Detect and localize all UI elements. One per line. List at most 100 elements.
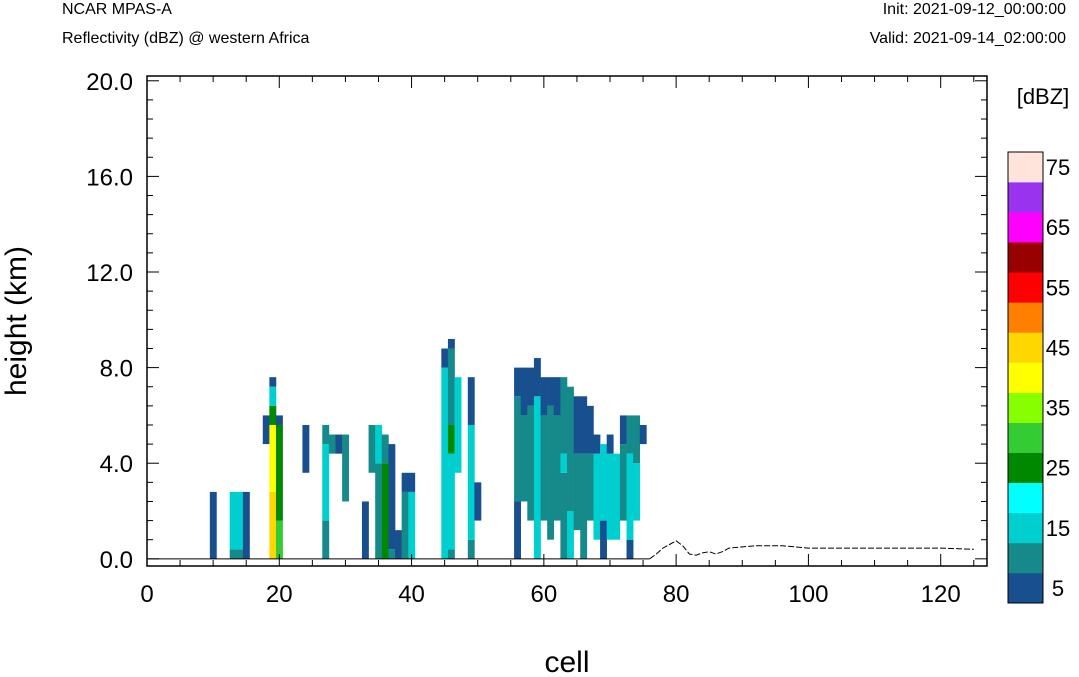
reflectivity-cell xyxy=(236,491,244,550)
reflectivity-cell xyxy=(520,415,528,502)
colorbar-swatch xyxy=(1008,302,1043,333)
reflectivity-cell xyxy=(580,396,588,454)
reflectivity-cell xyxy=(401,472,409,492)
reflectivity-cell xyxy=(209,491,217,559)
x-tick-label: 80 xyxy=(663,581,690,608)
reflectivity-cell xyxy=(381,463,389,559)
reflectivity-cell xyxy=(573,396,581,454)
colorbar-swatch xyxy=(1008,272,1043,303)
reflectivity-cell xyxy=(613,453,621,540)
reflectivity-cell xyxy=(514,396,521,502)
reflectivity-cells xyxy=(209,338,647,559)
reflectivity-cell xyxy=(269,453,277,492)
colorbar-swatch xyxy=(1008,452,1043,484)
reflectivity-cell xyxy=(560,453,568,473)
reflectivity-cell xyxy=(275,520,283,559)
x-tick-label: 20 xyxy=(266,581,293,608)
reflectivity-cell xyxy=(606,434,614,454)
reflectivity-cell xyxy=(322,424,330,445)
x-tick-label: 0 xyxy=(140,581,153,608)
reflectivity-cell xyxy=(600,520,607,559)
reflectivity-cell xyxy=(514,367,521,397)
reflectivity-cell xyxy=(408,472,416,492)
reflectivity-cell xyxy=(269,377,277,387)
reflectivity-cell xyxy=(269,405,277,425)
reflectivity-cell xyxy=(381,434,389,464)
reflectivity-cell xyxy=(447,424,455,454)
y-tick-label: 4.0 xyxy=(100,451,133,478)
reflectivity-cell xyxy=(593,453,601,540)
reflectivity-cell xyxy=(633,463,641,521)
reflectivity-cell xyxy=(454,377,462,473)
reflectivity-cell xyxy=(395,530,402,559)
reflectivity-cell xyxy=(269,424,277,454)
colorbar-label: 15 xyxy=(1046,516,1070,541)
reflectivity-cell xyxy=(580,453,588,559)
reflectivity-cell xyxy=(388,549,396,559)
reflectivity-cell xyxy=(269,386,277,406)
reflectivity-cell xyxy=(408,491,416,559)
colorbar-swatch xyxy=(1008,512,1043,544)
y-axis-title: height (km) xyxy=(0,246,33,396)
y-tick-label: 0.0 xyxy=(100,547,133,574)
y-tick-label: 16.0 xyxy=(86,164,133,191)
colorbar-label: 75 xyxy=(1046,155,1070,180)
field-title: Reflectivity (dBZ) @ western Africa xyxy=(62,30,310,47)
reflectivity-cell xyxy=(361,501,369,559)
reflectivity-cell xyxy=(600,444,607,521)
reflectivity-cell xyxy=(322,444,330,521)
colorbar-swatch xyxy=(1008,182,1043,213)
init-time: Init: 2021-09-12_00:00:00 xyxy=(882,1,1066,18)
reflectivity-cell xyxy=(447,338,455,349)
reflectivity-cell xyxy=(388,444,396,550)
reflectivity-cell xyxy=(447,453,455,550)
reflectivity-cell xyxy=(262,415,270,445)
reflectivity-cell xyxy=(527,367,535,406)
colorbar-swatch xyxy=(1008,482,1043,514)
reflectivity-cell xyxy=(275,415,283,425)
colorbar-frame xyxy=(1007,151,1044,604)
reflectivity-cell xyxy=(275,424,283,521)
reflectivity-cell xyxy=(447,549,455,559)
colorbar-label: 25 xyxy=(1046,456,1070,481)
colorbar-swatch xyxy=(1008,362,1043,393)
reflectivity-cell xyxy=(474,482,482,521)
reflectivity-cell xyxy=(467,539,475,559)
reflectivity-cell xyxy=(619,444,627,521)
reflectivity-cell xyxy=(593,434,601,454)
plot-frame xyxy=(146,75,988,567)
colorbar-swatch xyxy=(1008,392,1043,423)
terrain-profile xyxy=(147,540,974,560)
reflectivity-cell xyxy=(514,501,521,559)
colorbar-swatch xyxy=(1008,572,1043,604)
colorbar-label: 65 xyxy=(1046,215,1070,240)
colorbar-swatch xyxy=(1008,422,1043,453)
colorbar-label: 5 xyxy=(1052,576,1064,601)
reflectivity-cell xyxy=(626,539,634,559)
reflectivity-cell xyxy=(322,520,330,559)
colorbar-label: 55 xyxy=(1046,275,1070,300)
reflectivity-cell xyxy=(242,491,250,559)
reflectivity-cell xyxy=(560,377,568,454)
reflectivity-cell xyxy=(560,472,568,559)
y-tick-label: 20.0 xyxy=(86,69,133,96)
reflectivity-cell xyxy=(633,415,641,464)
x-tick-label: 120 xyxy=(921,581,961,608)
colorbar-swatch xyxy=(1008,242,1043,273)
valid-time: Valid: 2021-09-14_02:00:00 xyxy=(869,30,1066,47)
reflectivity-cell xyxy=(567,511,574,559)
reflectivity-cell xyxy=(533,358,541,397)
x-axis: 0 20 40 60 80 100 120 xyxy=(140,76,975,608)
reflectivity-cell xyxy=(368,424,376,473)
reflectivity-cell xyxy=(586,453,594,521)
reflectivity-cell xyxy=(375,463,383,559)
model-name: NCAR MPAS-A xyxy=(62,1,172,18)
reflectivity-cell xyxy=(328,434,336,454)
y-tick-label: 8.0 xyxy=(100,356,133,383)
x-tick-label: 60 xyxy=(530,581,557,608)
reflectivity-cell xyxy=(335,434,343,454)
reflectivity-cell xyxy=(527,405,535,521)
reflectivity-cell xyxy=(520,367,528,416)
colorbar-label: 45 xyxy=(1046,335,1070,360)
